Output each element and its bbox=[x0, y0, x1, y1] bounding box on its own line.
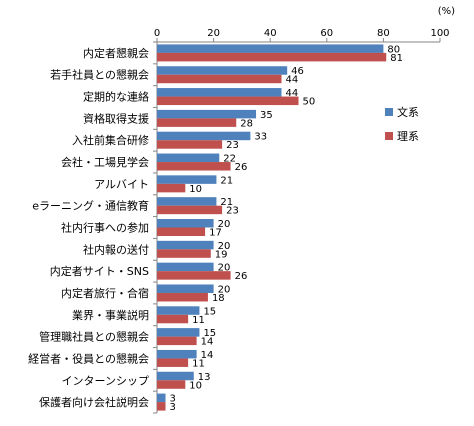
category-label: 内定者旅行・合宿 bbox=[61, 286, 149, 300]
bar bbox=[157, 175, 217, 184]
bar bbox=[157, 402, 166, 411]
bar bbox=[157, 109, 257, 119]
bar bbox=[157, 358, 189, 367]
bar bbox=[157, 393, 166, 403]
category-label: 保護者向け会社説明会 bbox=[39, 395, 149, 409]
data-label: 26 bbox=[235, 271, 248, 282]
legend-swatch bbox=[385, 132, 393, 140]
category-label: 社内報の送付 bbox=[83, 242, 149, 256]
bar bbox=[157, 197, 217, 206]
data-label: 80 bbox=[387, 44, 400, 55]
bar bbox=[157, 140, 223, 149]
bar bbox=[157, 271, 231, 280]
category-label: 社内行事への参加 bbox=[61, 221, 149, 235]
category-label: インターンシップ bbox=[62, 374, 149, 387]
legend-swatch bbox=[385, 108, 393, 116]
bar bbox=[157, 371, 194, 381]
category-label: アルバイト bbox=[94, 178, 149, 191]
data-label: 14 bbox=[201, 350, 214, 361]
data-label: 17 bbox=[209, 228, 222, 239]
data-label: 20 bbox=[218, 284, 231, 295]
legend-label: 文系 bbox=[397, 105, 419, 119]
bar bbox=[157, 205, 223, 215]
bar bbox=[157, 88, 282, 97]
bar bbox=[157, 284, 214, 293]
data-label: 33 bbox=[254, 132, 267, 143]
bar bbox=[157, 118, 237, 127]
bar bbox=[157, 292, 208, 302]
data-label: 11 bbox=[192, 358, 205, 369]
data-label: 23 bbox=[226, 206, 239, 217]
data-label: 10 bbox=[189, 184, 202, 195]
data-label: 44 bbox=[286, 75, 299, 86]
category-label: 経営者・役員との懇親会 bbox=[28, 351, 149, 365]
category-label: 若手社員との懇親会 bbox=[50, 68, 149, 82]
bar bbox=[157, 249, 211, 258]
bar bbox=[157, 349, 197, 359]
category-label: 定期的な連絡 bbox=[83, 90, 149, 104]
bar bbox=[157, 336, 197, 346]
category-label: 入社前集合研修 bbox=[72, 133, 149, 147]
bar bbox=[157, 131, 251, 141]
data-label: 3 bbox=[169, 394, 175, 405]
bar bbox=[157, 306, 200, 315]
data-label: 81 bbox=[390, 53, 403, 64]
data-label: 10 bbox=[189, 380, 202, 391]
data-label: 46 bbox=[291, 66, 304, 77]
data-label: 11 bbox=[192, 315, 205, 326]
bar bbox=[157, 52, 387, 62]
x-tick-label: 60 bbox=[320, 28, 333, 39]
data-label: 19 bbox=[215, 249, 228, 260]
bar bbox=[157, 66, 288, 75]
data-label: 20 bbox=[218, 219, 231, 230]
category-label: 内定者サイト・SNS bbox=[50, 264, 149, 278]
data-label: 20 bbox=[218, 241, 231, 252]
category-label: 資格取得支援 bbox=[83, 111, 149, 125]
unit-label: (%) bbox=[438, 6, 455, 17]
bar bbox=[157, 380, 186, 389]
data-label: 22 bbox=[223, 154, 236, 165]
bar bbox=[157, 153, 220, 163]
data-label: 21 bbox=[220, 197, 233, 208]
category-label: 業界・事業説明 bbox=[72, 308, 149, 322]
bar bbox=[157, 328, 200, 337]
category-label: 内定者懇親会 bbox=[83, 46, 149, 60]
data-label: 21 bbox=[220, 175, 233, 186]
data-label: 44 bbox=[286, 88, 299, 99]
category-label: 会社・工場見学会 bbox=[61, 155, 149, 169]
data-label: 14 bbox=[201, 337, 214, 348]
data-label: 50 bbox=[303, 97, 316, 108]
bar bbox=[157, 227, 206, 236]
x-tick-label: 0 bbox=[154, 28, 160, 39]
data-label: 28 bbox=[240, 118, 253, 129]
x-tick-label: 40 bbox=[264, 28, 277, 39]
data-label: 3 bbox=[169, 402, 175, 413]
data-label: 15 bbox=[203, 328, 216, 339]
bar bbox=[157, 262, 214, 272]
bar bbox=[157, 162, 231, 171]
bar bbox=[157, 219, 214, 228]
data-label: 35 bbox=[260, 110, 273, 121]
bar bbox=[157, 96, 299, 106]
data-label: 15 bbox=[203, 306, 216, 317]
bar bbox=[157, 74, 282, 84]
x-tick-label: 80 bbox=[377, 28, 390, 39]
legend-label: 理系 bbox=[397, 130, 419, 143]
data-label: 23 bbox=[226, 140, 239, 151]
bar bbox=[157, 44, 384, 53]
data-label: 13 bbox=[198, 372, 211, 383]
bar bbox=[157, 240, 214, 250]
bar bbox=[157, 183, 186, 193]
category-label: eラーニング・通信教育 bbox=[32, 199, 149, 213]
x-tick-label: 20 bbox=[207, 28, 220, 39]
category-label: 管理職社員との懇親会 bbox=[39, 330, 149, 344]
data-label: 20 bbox=[218, 263, 231, 274]
x-tick-label: 100 bbox=[430, 28, 449, 39]
data-label: 26 bbox=[235, 162, 248, 173]
data-label: 18 bbox=[212, 293, 225, 304]
bar bbox=[157, 314, 189, 324]
